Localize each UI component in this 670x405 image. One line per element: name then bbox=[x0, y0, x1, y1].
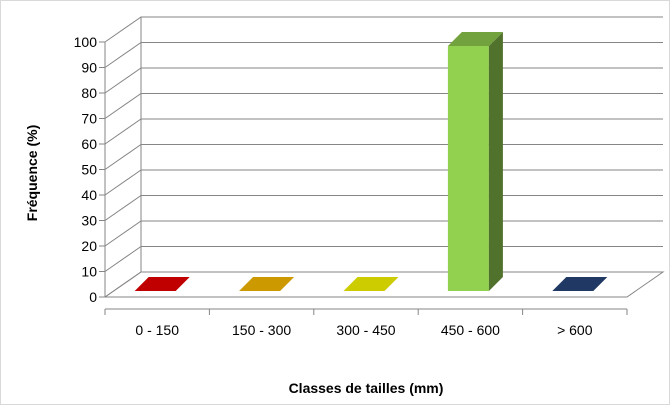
x-tick-label: 450 - 600 bbox=[441, 322, 500, 338]
bar-top bbox=[552, 277, 608, 291]
x-tick-label: > 600 bbox=[557, 322, 593, 338]
y-tick-label: 100 bbox=[74, 34, 98, 50]
y-tick-label: 70 bbox=[81, 111, 97, 127]
x-tick-label: 0 - 150 bbox=[135, 322, 179, 338]
y-tick-label: 10 bbox=[81, 264, 97, 280]
gridline bbox=[104, 67, 663, 94]
bar-side bbox=[488, 32, 503, 291]
gridlines bbox=[104, 16, 663, 298]
gridline bbox=[104, 246, 663, 272]
x-tick-label: 150 - 300 bbox=[232, 322, 291, 338]
gridline bbox=[104, 195, 663, 221]
bar-top bbox=[447, 32, 503, 46]
gridline bbox=[104, 220, 663, 247]
bar bbox=[343, 277, 399, 291]
y-tick-label: 30 bbox=[81, 213, 97, 229]
x-tick-label: 300 - 450 bbox=[336, 322, 395, 338]
bars bbox=[134, 32, 608, 291]
bar bbox=[552, 277, 608, 291]
gridline bbox=[104, 144, 663, 170]
gridline bbox=[104, 169, 663, 196]
bar bbox=[447, 32, 503, 291]
bar-top bbox=[343, 277, 399, 291]
y-tick-label: 0 bbox=[89, 289, 97, 305]
y-tick-label: 40 bbox=[81, 187, 97, 203]
y-tick-label: 90 bbox=[81, 60, 97, 76]
y-tick-label: 20 bbox=[81, 238, 97, 254]
bar-top bbox=[134, 277, 190, 291]
bar-front bbox=[447, 46, 489, 291]
bar bbox=[239, 277, 295, 291]
gridline bbox=[104, 93, 663, 119]
x-axis-title: Classes de tailles (mm) bbox=[289, 380, 444, 396]
y-tick-label: 60 bbox=[81, 136, 97, 152]
axes bbox=[99, 41, 628, 315]
y-axis-title: Fréquence (%) bbox=[24, 125, 40, 221]
gridline bbox=[104, 118, 663, 145]
y-tick-label: 50 bbox=[81, 162, 97, 178]
x-tick-labels: 0 - 150 150 - 300 300 - 450 450 - 600 > 600 bbox=[135, 322, 592, 338]
y-tick-labels: 0 10 20 30 40 50 60 70 80 90 100 bbox=[74, 34, 98, 305]
bar bbox=[134, 277, 190, 291]
y-tick-label: 80 bbox=[81, 85, 97, 101]
gridline bbox=[104, 42, 663, 68]
chart-walls bbox=[103, 17, 665, 298]
gridline bbox=[104, 16, 663, 43]
bar-top bbox=[239, 277, 295, 291]
